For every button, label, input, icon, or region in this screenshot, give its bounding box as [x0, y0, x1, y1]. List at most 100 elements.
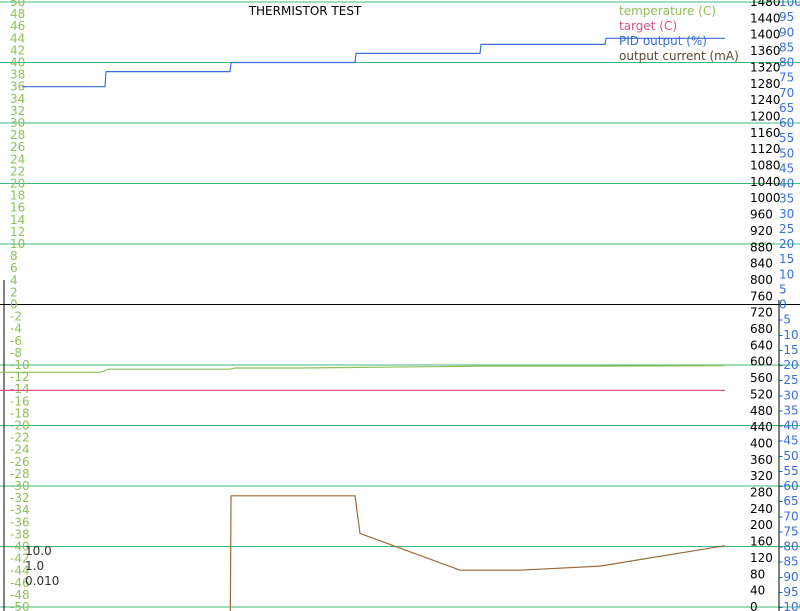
scale-label-2: 1.0: [25, 559, 44, 573]
right-inner-tick-label: 1080: [750, 159, 781, 173]
right-inner-tick-label: 320: [750, 469, 773, 483]
right-inner-tick-label: 1040: [750, 175, 781, 189]
scale-labels: 10.0 1.0 0.010: [25, 544, 59, 588]
right-inner-tick-label: 880: [750, 240, 773, 254]
left-tick-label: 50: [10, 0, 25, 9]
right-outer-tick-label: 100: [779, 0, 800, 9]
legend-target: target (C): [619, 19, 677, 33]
left-tick-label: -40: [10, 540, 30, 554]
series-line-3: [22, 37, 725, 88]
left-tick-label: -20: [10, 419, 30, 433]
left-tick-label: -50: [10, 600, 30, 611]
right-outer-tick-label: -75: [779, 524, 799, 538]
right-outer-tick-label: 40: [779, 177, 794, 191]
right-outer-tick-label: -40: [779, 419, 799, 433]
left-tick-label: -18: [10, 406, 30, 420]
left-tick-label: 28: [10, 128, 25, 142]
right-outer-tick-label: -45: [779, 434, 799, 448]
right-outer-tick-label: -50: [779, 449, 799, 463]
right-outer-tick-label: 70: [779, 86, 794, 100]
right-inner-tick-label: 80: [750, 567, 765, 581]
scale-label-3: 0.010: [25, 574, 59, 588]
right-inner-tick-label: 520: [750, 387, 773, 401]
left-tick-label: -2: [10, 310, 22, 324]
right-inner-tick-label: 960: [750, 208, 773, 222]
right-outer-tick-label: -65: [779, 494, 799, 508]
left-tick-label: 16: [10, 201, 25, 215]
right-outer-tick-label: 5: [779, 282, 787, 296]
series-line-1: [0, 365, 726, 373]
left-tick-label: -24: [10, 443, 30, 457]
right-outer-tick-label: -100: [779, 600, 800, 611]
right-inner-tick-label: 1480: [750, 0, 781, 9]
left-tick-label: 20: [10, 177, 25, 191]
right-inner-tick-label: 120: [750, 551, 773, 565]
left-tick-label: 0: [10, 298, 18, 312]
right-inner-tick-label: 480: [750, 404, 773, 418]
left-tick-label: -38: [10, 527, 30, 541]
right-inner-tick-label: 360: [750, 453, 773, 467]
right-inner-tick-label: 1200: [750, 109, 781, 123]
left-tick-label: -10: [10, 358, 30, 372]
right-inner-tick-label: 1120: [750, 142, 781, 156]
right-outer-tick-label: 80: [779, 56, 794, 70]
right-inner-tick-label: 160: [750, 535, 773, 549]
right-outer-tick-label: 45: [779, 161, 794, 175]
right-outer-tick-label: 25: [779, 222, 794, 236]
left-axis-ticks: 5048464442403836343230282624222018161412…: [10, 0, 30, 611]
right-inner-tick-label: 40: [750, 584, 765, 598]
left-tick-label: 6: [10, 261, 18, 275]
left-tick-label: 46: [10, 19, 25, 33]
right-outer-tick-label: -35: [779, 403, 799, 417]
left-tick-label: 18: [10, 189, 25, 203]
left-tick-label: -28: [10, 467, 30, 481]
left-tick-label: 26: [10, 140, 25, 154]
right-inner-tick-label: 1240: [750, 93, 781, 107]
left-tick-label: -22: [10, 431, 30, 445]
series-lines: [0, 37, 726, 611]
right-outer-tick-label: 50: [779, 146, 794, 160]
right-inner-tick-label: 840: [750, 257, 773, 271]
left-tick-label: -46: [10, 576, 30, 590]
left-tick-label: 22: [10, 164, 25, 178]
right-inner-tick-label: 1320: [750, 60, 781, 74]
left-tick-label: -12: [10, 370, 30, 384]
series-line-4: [229, 495, 726, 611]
left-tick-label: 10: [10, 237, 25, 251]
left-tick-label: 2: [10, 285, 18, 299]
left-tick-label: 48: [10, 7, 25, 21]
right-inner-tick-label: 1160: [750, 126, 781, 140]
scale-label-1: 10.0: [25, 544, 52, 558]
right-outer-tick-label: 65: [779, 101, 794, 115]
right-outer-tick-label: 35: [779, 192, 794, 206]
right-outer-tick-label: -5: [779, 313, 791, 327]
right-outer-tick-label: 15: [779, 252, 794, 266]
left-tick-label: 32: [10, 104, 25, 118]
left-tick-label: 38: [10, 68, 25, 82]
left-tick-label: -4: [10, 322, 22, 336]
right-inner-tick-label: 400: [750, 436, 773, 450]
left-tick-label: -42: [10, 552, 30, 566]
right-inner-tick-label: 240: [750, 502, 773, 516]
legend-temperature: temperature (C): [619, 4, 716, 18]
right-inner-tick-label: 1400: [750, 28, 781, 42]
right-inner-tick-label: 1280: [750, 77, 781, 91]
left-tick-label: 42: [10, 43, 25, 57]
left-tick-label: -32: [10, 491, 30, 505]
left-tick-label: -34: [10, 503, 30, 517]
right-outer-tick-label: -10: [779, 328, 799, 342]
right-inner-tick-label: 760: [750, 289, 773, 303]
right-outer-tick-label: -90: [779, 570, 799, 584]
right-inner-tick-label: 0: [750, 600, 758, 611]
right-inner-tick-label: 560: [750, 371, 773, 385]
right-inner-tick-label: 1360: [750, 44, 781, 58]
left-tick-label: 8: [10, 249, 18, 263]
right-outer-tick-label: -15: [779, 343, 799, 357]
left-tick-label: -26: [10, 455, 30, 469]
right-outer-tick-label: -85: [779, 555, 799, 569]
chart-title: THERMISTOR TEST: [248, 4, 362, 18]
left-tick-label: -6: [10, 334, 22, 348]
left-tick-label: 34: [10, 92, 25, 106]
right-outer-tick-label: 20: [779, 237, 794, 251]
